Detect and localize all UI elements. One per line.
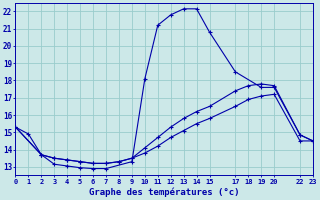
X-axis label: Graphe des températures (°c): Graphe des températures (°c) <box>89 188 239 197</box>
